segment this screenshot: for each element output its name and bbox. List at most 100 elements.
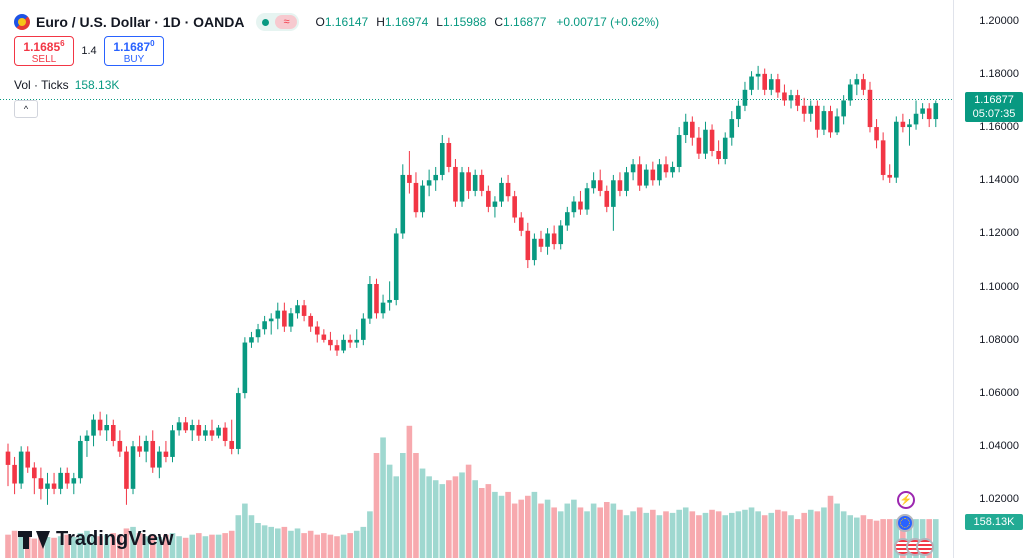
candle-body bbox=[755, 73, 761, 77]
volume-bar bbox=[268, 526, 274, 558]
volume-bar bbox=[932, 519, 939, 558]
candle-body bbox=[742, 89, 748, 106]
candle-body bbox=[782, 92, 787, 101]
candle-body bbox=[867, 89, 873, 128]
volume-bar bbox=[689, 511, 696, 558]
volume-bar bbox=[847, 515, 854, 558]
volume-bar bbox=[794, 519, 801, 558]
volume-bar bbox=[492, 491, 498, 558]
buy-price: 1.1687 bbox=[113, 39, 151, 54]
volume-bar bbox=[51, 537, 57, 558]
spread-value: 1.4 bbox=[81, 45, 97, 57]
candle-body bbox=[12, 464, 17, 484]
candle-body bbox=[801, 105, 807, 114]
volume-bar bbox=[149, 534, 156, 558]
symbol-title[interactable]: Euro / U.S. Dollar · 1D · OANDA bbox=[36, 14, 245, 30]
volume-bar bbox=[307, 530, 314, 558]
volume-bar bbox=[228, 530, 235, 558]
volume-bar bbox=[103, 534, 110, 558]
volume-bar bbox=[715, 511, 722, 558]
volume-legend[interactable]: Vol · Ticks 158.13K bbox=[14, 78, 119, 92]
candle-body bbox=[861, 79, 866, 90]
tradingview-logo[interactable]: TradingView bbox=[18, 528, 173, 551]
candle-body bbox=[821, 111, 827, 130]
volume-bar bbox=[702, 512, 709, 558]
candle-body bbox=[887, 174, 893, 178]
volume-bar bbox=[788, 515, 794, 558]
volume-bar bbox=[722, 515, 729, 558]
candle-body bbox=[446, 143, 452, 167]
candle-body bbox=[538, 238, 544, 247]
volume-bar bbox=[821, 507, 827, 558]
ohlc-values: O1.16147 H1.16974 L1.15988 C1.16877 +0.0… bbox=[315, 15, 659, 29]
price-tick-label: 1.20000 bbox=[979, 14, 1019, 27]
candle-body bbox=[788, 95, 794, 101]
volume-bar bbox=[314, 534, 321, 558]
volume-bar bbox=[90, 534, 97, 558]
candle-body bbox=[130, 446, 136, 489]
volume-bar bbox=[18, 533, 24, 558]
volume-bar bbox=[511, 503, 518, 558]
candle-body bbox=[242, 342, 248, 394]
candle-body bbox=[453, 166, 458, 202]
candle-body bbox=[584, 188, 590, 210]
volume-bar bbox=[117, 534, 123, 558]
price-tick-label: 1.16000 bbox=[979, 121, 1019, 134]
volume-bar bbox=[880, 519, 886, 558]
volume-bar bbox=[840, 511, 847, 558]
buy-button[interactable]: 1.16870 BUY bbox=[104, 36, 164, 66]
volume-bar bbox=[57, 536, 64, 558]
change-value: +0.00717 (+0.62%) bbox=[556, 15, 660, 29]
eu-flag-icon[interactable] bbox=[896, 514, 914, 532]
candle-body bbox=[5, 451, 11, 465]
candle-body bbox=[894, 121, 899, 178]
candle-body bbox=[736, 105, 741, 120]
volume-bar bbox=[156, 537, 163, 558]
volume-bar bbox=[827, 495, 834, 558]
volume-bar bbox=[400, 453, 406, 558]
volume-bar bbox=[676, 509, 682, 558]
price-tick-label: 1.08000 bbox=[979, 333, 1019, 346]
volume-bar bbox=[564, 503, 571, 558]
volume-bar bbox=[64, 534, 71, 558]
volume-bar bbox=[656, 515, 663, 558]
chart-legend: Euro / U.S. Dollar · 1D · OANDA ≈ O1.161… bbox=[14, 12, 659, 32]
candle-body bbox=[696, 137, 702, 154]
sell-button[interactable]: 1.16856 SELL bbox=[14, 36, 74, 66]
candle-body bbox=[643, 169, 649, 186]
candle-body bbox=[209, 430, 215, 436]
volume-bar bbox=[281, 526, 288, 558]
candle-body bbox=[321, 334, 327, 340]
candle-body bbox=[413, 182, 419, 213]
open-label: O bbox=[315, 15, 325, 29]
us-flag-icon[interactable] bbox=[916, 538, 934, 556]
candle-body bbox=[393, 233, 399, 300]
price-axis[interactable]: 1.20000 1.18000 1.16000 1.14000 1.12000 1.100… bbox=[953, 0, 1024, 558]
candle-body bbox=[97, 419, 103, 431]
buy-label: BUY bbox=[123, 53, 145, 65]
volume-bar bbox=[77, 533, 84, 558]
volume-bar bbox=[854, 517, 860, 558]
volume-bar bbox=[209, 534, 215, 558]
volume-bar bbox=[610, 503, 617, 558]
candle-body bbox=[301, 305, 307, 316]
brand-name: TradingView bbox=[56, 528, 174, 550]
volume-bar bbox=[136, 533, 143, 558]
last-price-tag: 1.16877 05:07:35 bbox=[965, 92, 1023, 122]
candle-body bbox=[71, 478, 77, 484]
volume-bar bbox=[498, 495, 505, 558]
candle-body bbox=[433, 174, 438, 181]
lightning-icon[interactable]: ⚡ bbox=[897, 491, 915, 509]
collapse-legend-button[interactable]: ^ bbox=[14, 100, 38, 118]
candle-body bbox=[854, 79, 860, 85]
market-status-toggle[interactable]: ≈ bbox=[256, 13, 300, 31]
candle-body bbox=[551, 233, 557, 245]
candle-body bbox=[558, 225, 564, 245]
candle-body bbox=[545, 233, 550, 247]
volume-tag: 158.13K bbox=[965, 514, 1023, 530]
volume-bar bbox=[768, 512, 775, 558]
volume-bar bbox=[696, 515, 702, 558]
volume-bar bbox=[347, 533, 353, 558]
candle-body bbox=[472, 174, 478, 191]
